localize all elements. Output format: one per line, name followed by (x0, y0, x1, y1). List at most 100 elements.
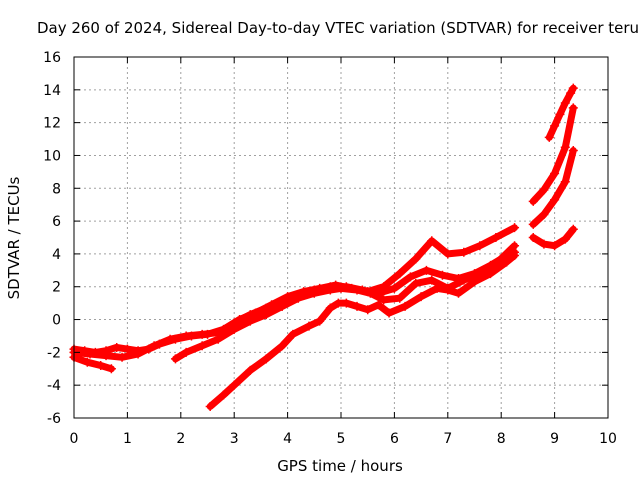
y-tick-label: 8 (52, 181, 61, 197)
data-point-marker (555, 109, 565, 119)
data-point-marker (325, 303, 335, 313)
data-point-marker (325, 285, 335, 295)
chart-title: Day 260 of 2024, Sidereal Day-to-day VTE… (37, 19, 639, 37)
data-point-marker (550, 195, 560, 205)
data-point-marker (245, 316, 255, 326)
data-point-marker (539, 239, 549, 249)
data-point-marker (186, 331, 196, 341)
data-point-marker (470, 277, 479, 287)
axis-ticks (73, 56, 609, 419)
grid-lines (74, 57, 608, 418)
data-point-marker (261, 310, 271, 320)
y-tick-label: 16 (43, 50, 61, 66)
data-point-marker (261, 354, 271, 364)
data-point-marker (352, 301, 362, 311)
data-point-marker (341, 298, 351, 308)
data-point-marker (333, 298, 343, 308)
x-tick-label: 1 (123, 431, 132, 447)
data-point-marker (475, 241, 485, 251)
data-point-marker (213, 334, 223, 344)
data-point-marker (491, 233, 501, 242)
data-point-marker (443, 249, 453, 259)
x-tick-label: 5 (337, 431, 346, 447)
series-track-e (205, 251, 520, 412)
data-point-marker (544, 132, 554, 142)
x-tick-label: 3 (230, 431, 239, 447)
data-point-marker (384, 308, 394, 318)
data-point-marker (352, 285, 362, 295)
data-point-marker (459, 247, 469, 257)
data-point-marker (510, 241, 520, 251)
series-band (70, 353, 115, 373)
data-point-marker (568, 146, 578, 156)
data-point-marker (395, 269, 405, 279)
data-point-marker (96, 360, 106, 370)
data-point-marker (197, 341, 207, 351)
series-track-i (544, 83, 578, 142)
series-track-f (528, 103, 578, 206)
data-point-marker (502, 257, 512, 267)
data-point-marker (528, 196, 538, 206)
data-point-marker (550, 241, 560, 251)
series-track-g (528, 146, 578, 229)
data-point-marker (566, 88, 576, 98)
data-point-marker (82, 357, 92, 367)
data-point-marker (560, 98, 570, 108)
y-tick-label: 4 (52, 247, 61, 263)
data-point-marker (550, 169, 560, 179)
x-tick-label: 6 (390, 431, 399, 447)
data-point-marker (315, 316, 325, 326)
x-tick-labels: 0 1 2 3 4 5 6 7 8 9 10 (70, 431, 617, 447)
x-tick-label: 9 (550, 431, 559, 447)
data-point-marker (304, 321, 314, 331)
data-point-marker (437, 270, 447, 280)
y-axis-label: SDTVAR / TECUs (5, 176, 23, 299)
data-point-marker (560, 142, 570, 152)
data-point-marker (550, 121, 560, 131)
data-point-marker (411, 254, 421, 264)
data-point-marker (453, 288, 463, 298)
x-tick-label: 2 (176, 431, 185, 447)
data-point-marker (432, 283, 442, 293)
data-point-marker (363, 305, 373, 315)
data-point-marker (528, 219, 538, 229)
data-point-marker (528, 233, 538, 242)
data-point-marker (170, 334, 180, 344)
data-point-marker (101, 346, 111, 356)
data-point-marker (459, 275, 469, 285)
data-point-marker (154, 339, 164, 349)
data-point-marker (568, 103, 578, 113)
data-point-marker (416, 292, 426, 302)
data-point-marker (336, 283, 346, 293)
data-point-marker (203, 329, 212, 339)
data-point-marker (427, 236, 437, 246)
data-point-marker (443, 285, 453, 295)
data-point-marker (170, 354, 180, 364)
data-point-marker (560, 234, 570, 244)
y-tick-label: 10 (43, 148, 61, 164)
data-point-marker (267, 300, 277, 310)
data-point-marker (181, 347, 191, 357)
data-point-marker (373, 300, 383, 310)
x-tick-label: 4 (283, 431, 292, 447)
y-tick-labels: -6 -4 -2 0 2 4 6 8 10 12 14 16 (43, 50, 61, 427)
data-point-marker (400, 301, 410, 311)
data-point-marker (133, 346, 143, 356)
data-point-marker (539, 185, 549, 195)
data-point-marker (510, 251, 520, 261)
data-point-marker (117, 352, 127, 362)
data-point-marker (411, 278, 421, 288)
x-tick-label: 7 (443, 431, 452, 447)
x-tick-label: 8 (497, 431, 506, 447)
data-point-marker (389, 283, 399, 293)
y-tick-label: 0 (52, 313, 61, 329)
data-point-marker (245, 365, 255, 375)
x-tick-label: 0 (70, 431, 79, 447)
data-point-marker (568, 83, 578, 93)
data-point-marker (568, 224, 578, 234)
data-point-marker (379, 282, 389, 292)
x-tick-label: 10 (599, 431, 617, 447)
data-series (69, 83, 578, 412)
data-point-marker (122, 344, 132, 354)
data-point-marker (427, 275, 437, 285)
